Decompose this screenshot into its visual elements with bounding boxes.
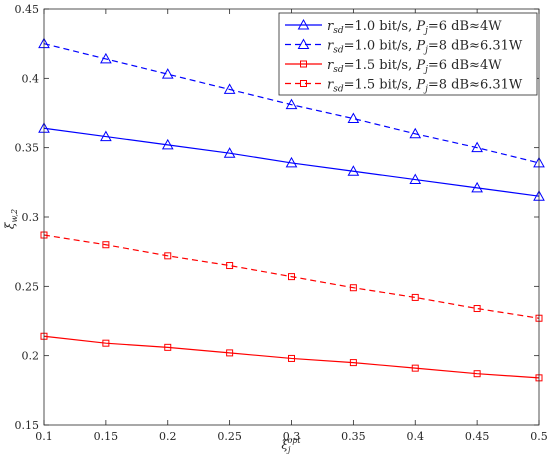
- series-line: [43, 127, 540, 197]
- series-3: [40, 332, 543, 382]
- x-tick-label: 0.5: [530, 430, 548, 443]
- series-line: [43, 234, 540, 319]
- legend-marker: [297, 18, 310, 30]
- data-point: [471, 181, 483, 193]
- y-tick-label: 0.25: [15, 280, 40, 293]
- data-point: [161, 138, 174, 150]
- legend-marker: [300, 60, 307, 68]
- y-axis-label: ξw,2: [3, 209, 19, 229]
- y-tick-label: 0.15: [15, 419, 40, 432]
- series-1: [38, 122, 545, 201]
- legend-label: rsd=1.0 bit/s, Pj=8 dB≈6.31W: [327, 39, 523, 56]
- data-point: [102, 241, 110, 249]
- data-point: [223, 83, 236, 94]
- data-point: [100, 130, 112, 142]
- legend-entry-3: rsd=1.5 bit/s, Pj=6 dB≈4W: [285, 58, 502, 75]
- x-axis-label: ξjopt: [281, 436, 301, 454]
- legend-entry-1: rsd=1.0 bit/s, Pj=6 dB≈4W: [285, 18, 502, 36]
- data-point: [409, 127, 422, 139]
- data-point: [164, 252, 172, 260]
- legend-entry-4: rsd=1.5 bit/s, Pj=8 dB≈6.31W: [285, 78, 523, 95]
- x-tick-label: 0.25: [217, 430, 242, 443]
- data-point: [347, 112, 360, 124]
- data-point: [411, 293, 419, 301]
- x-tick-label: 0.45: [465, 430, 490, 443]
- series-line: [43, 335, 540, 379]
- data-point: [473, 370, 481, 378]
- data-point: [349, 359, 357, 367]
- legend-marker: [297, 38, 310, 49]
- data-point: [471, 141, 483, 153]
- legend-label: rsd=1.0 bit/s, Pj=6 dB≈4W: [327, 19, 502, 36]
- y-tick-label: 0.4: [22, 72, 40, 85]
- axes-box: [43, 8, 540, 426]
- data-point: [226, 262, 234, 270]
- data-point: [100, 52, 112, 64]
- data-point: [411, 364, 419, 372]
- data-point: [161, 68, 174, 79]
- y-tick-label: 0.3: [22, 211, 40, 224]
- x-tick-label: 0.2: [159, 430, 177, 443]
- data-point: [164, 343, 172, 351]
- data-point: [347, 165, 360, 176]
- y-tick-label: 0.2: [22, 350, 40, 363]
- legend-label: rsd=1.5 bit/s, Pj=8 dB≈6.31W: [327, 78, 523, 95]
- legend-label: rsd=1.5 bit/s, Pj=6 dB≈4W: [327, 58, 502, 75]
- data-point: [285, 156, 298, 168]
- data-point: [288, 354, 295, 362]
- legend-box: [278, 12, 538, 96]
- data-point: [102, 339, 110, 347]
- legend-entry-2: rsd=1.0 bit/s, Pj=8 dB≈6.31W: [285, 38, 523, 56]
- series-layer: [38, 37, 545, 382]
- x-tick-label: 0.35: [341, 430, 366, 443]
- series-line: [43, 43, 540, 164]
- x-tick-label: 0.3: [283, 430, 301, 443]
- x-tick-label: 0.4: [407, 430, 425, 443]
- data-point: [409, 173, 422, 185]
- data-point: [285, 98, 298, 110]
- data-point: [473, 305, 481, 313]
- x-tick-label: 0.1: [35, 430, 53, 443]
- y-tick-label: 0.35: [15, 142, 40, 155]
- legend: rsd=1.0 bit/s, Pj=6 dB≈4W rsd=1.0 bit/s, …: [278, 12, 538, 96]
- y-tick-label: 0.45: [15, 3, 40, 16]
- data-point: [226, 349, 234, 357]
- data-point: [288, 273, 295, 281]
- data-point: [349, 284, 357, 292]
- x-tick-label: 0.15: [94, 430, 119, 443]
- series-4: [40, 231, 543, 322]
- legend-marker: [300, 80, 307, 87]
- tick-labels: 0.1 0.15 0.2 0.25 0.3 0.35 0.4 0.45 0.50.150.20.…: [15, 3, 548, 443]
- data-point: [223, 147, 236, 158]
